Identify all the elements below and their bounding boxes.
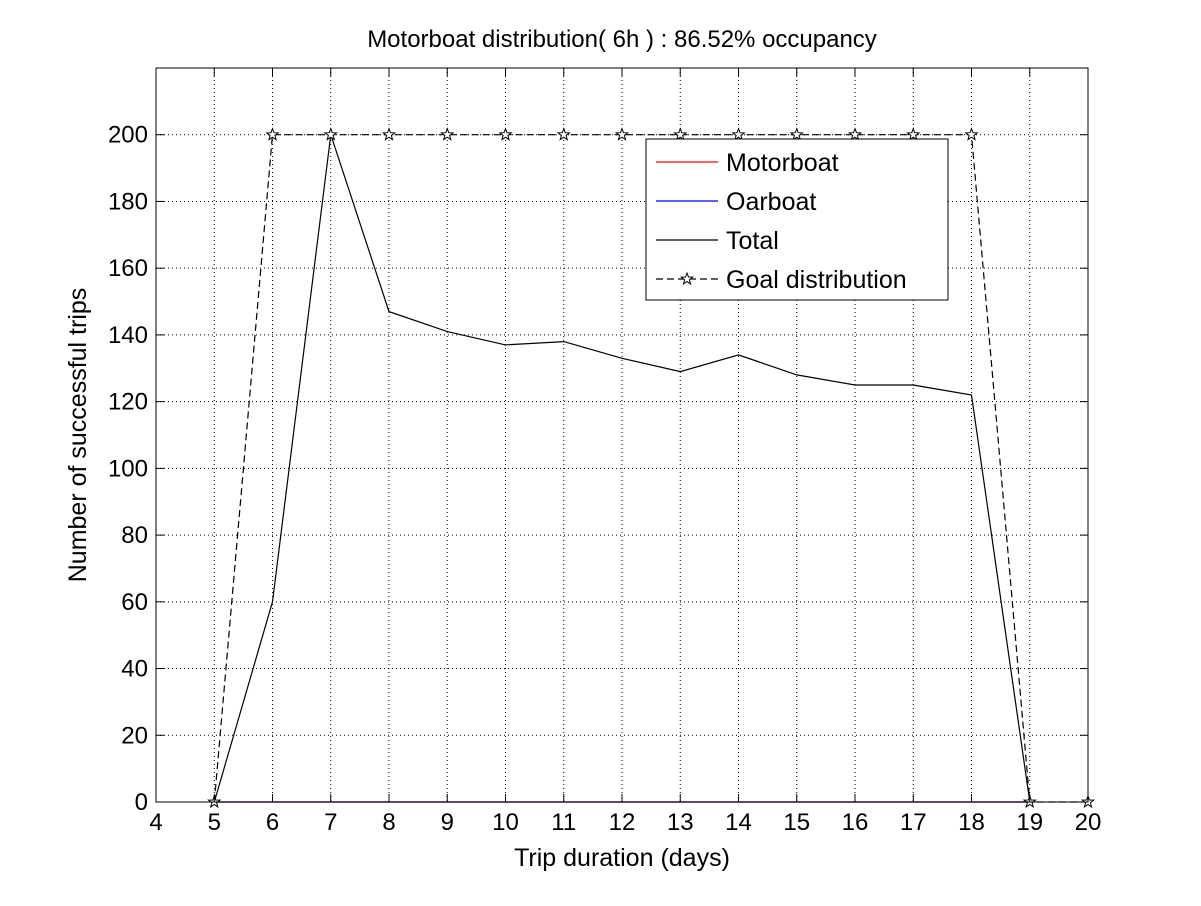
data-point-star — [556, 127, 571, 141]
x-tick-label: 12 — [609, 809, 636, 836]
legend-label-oarboat: Oarboat — [726, 188, 816, 216]
y-tick-label: 60 — [121, 589, 148, 616]
series-line-total — [213, 134, 1031, 803]
y-axis-label: Number of successful trips — [64, 288, 92, 583]
y-tick-label: 40 — [121, 656, 148, 683]
y-tick-label: 180 — [108, 188, 148, 215]
data-point-star — [731, 127, 746, 141]
data-point-star — [323, 127, 338, 141]
y-tick-label: 0 — [135, 789, 148, 816]
legend-label-goal-distribution: Goal distribution — [726, 266, 907, 294]
y-tick-label: 100 — [108, 455, 148, 482]
x-tick-label: 16 — [842, 809, 869, 836]
data-point-star — [381, 127, 397, 141]
x-tick-label: 8 — [382, 809, 395, 836]
x-tick-label: 5 — [208, 809, 221, 836]
y-tick-label: 140 — [108, 322, 148, 349]
x-tick-label: 11 — [551, 809, 576, 836]
data-point-star — [847, 127, 863, 141]
x-tick-label: 15 — [783, 809, 810, 836]
y-tick-label: 120 — [108, 389, 148, 416]
x-tick-label: 20 — [1075, 809, 1102, 836]
y-tick-label: 200 — [108, 122, 148, 149]
data-point-star — [964, 127, 979, 141]
x-tick-label: 14 — [725, 809, 752, 836]
y-tick-label: 20 — [121, 722, 148, 749]
x-tick-label: 18 — [958, 809, 985, 836]
data-point-star — [614, 127, 630, 141]
x-tick-label: 13 — [667, 809, 694, 836]
data-point-star — [673, 127, 688, 141]
data-point-star — [906, 127, 921, 141]
x-tick-label: 17 — [900, 809, 927, 836]
x-tick-label: 7 — [324, 809, 337, 836]
series-line-goal-distribution — [213, 134, 1088, 803]
x-axis-label: Trip duration (days) — [514, 844, 730, 872]
x-tick-label: 4 — [149, 809, 162, 836]
legend-box — [645, 138, 949, 301]
y-tick-label: 160 — [108, 255, 148, 282]
ticks: 4 5 6 7 8 9 10 11 12 13 14 15 16 17 18 19 20020406080100… — [108, 68, 1101, 836]
data-point-star — [440, 127, 455, 141]
data-point-star — [789, 127, 804, 141]
data-point-star — [498, 127, 513, 141]
legend-label-motorboat: Motorboat — [726, 149, 839, 177]
legend-label-total: Total — [726, 227, 779, 255]
x-tick-label: 9 — [441, 809, 454, 836]
chart-title: Motorboat distribution( 6h ) : 86.52% oc… — [367, 26, 877, 53]
legend-marker-star — [679, 271, 695, 286]
legend: Motorboat Oarboat Total Goal distribution — [645, 138, 949, 301]
data-point-star — [265, 127, 280, 141]
y-tick-label: 80 — [121, 522, 148, 549]
x-tick-label: 10 — [492, 809, 519, 836]
x-tick-label: 6 — [266, 809, 279, 836]
x-tick-label: 19 — [1016, 809, 1043, 836]
